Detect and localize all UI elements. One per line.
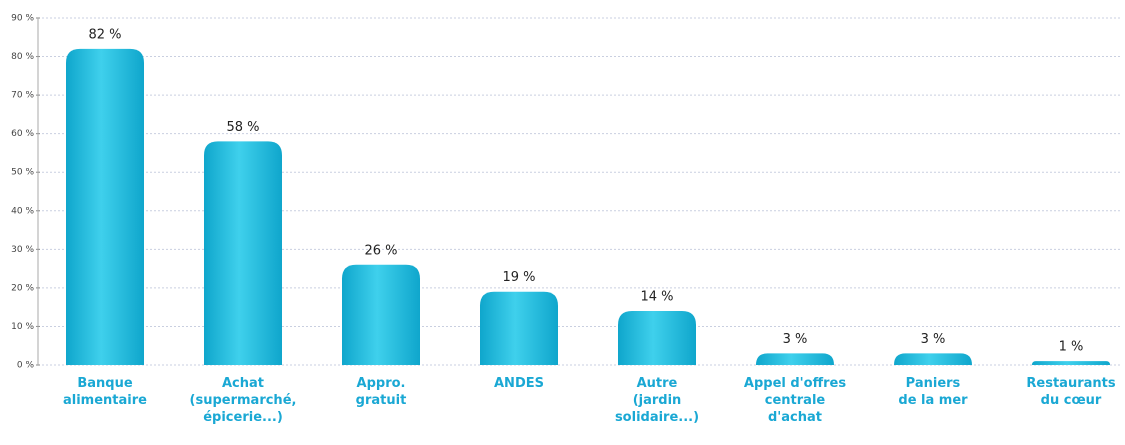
x-tick-label: Paniers de la mer	[898, 376, 968, 408]
bar	[204, 141, 282, 365]
x-tick-label: Appel d'offres centrale d'achat	[743, 376, 847, 425]
bar	[480, 291, 558, 365]
y-tick-label: 60 %	[11, 129, 34, 139]
y-tick-label: 40 %	[11, 206, 34, 216]
x-tick-label: Appro. gratuit	[355, 376, 407, 408]
bar	[894, 353, 972, 365]
value-label: 1 %	[1059, 340, 1084, 355]
bar	[66, 48, 144, 365]
y-tick-label: 50 %	[11, 168, 34, 178]
value-label: 82 %	[88, 27, 121, 42]
x-tick-label: Banque alimentaire	[63, 376, 147, 408]
y-tick-label: 0 %	[17, 361, 35, 371]
y-tick-label: 80 %	[11, 52, 34, 62]
value-label: 14 %	[640, 290, 673, 305]
bar	[1032, 361, 1110, 365]
y-tick-label: 20 %	[11, 283, 34, 293]
bar	[756, 353, 834, 365]
value-label: 19 %	[502, 270, 535, 285]
bar	[342, 264, 420, 365]
x-tick-label: Restaurants du cœur	[1026, 376, 1116, 408]
y-tick-label: 90 %	[11, 14, 34, 24]
x-tick-label: ANDES	[494, 376, 544, 391]
value-label: 3 %	[783, 332, 808, 347]
value-label: 58 %	[226, 120, 259, 135]
y-tick-label: 70 %	[11, 91, 34, 101]
x-tick-label: Autre (jardin solidaire...)	[614, 376, 700, 425]
y-tick-label: 30 %	[11, 245, 34, 255]
y-tick-label: 10 %	[11, 322, 34, 332]
x-tick-label: Achat (supermarché, épicerie...)	[189, 376, 297, 425]
value-label: 26 %	[364, 243, 397, 258]
value-label: 3 %	[921, 332, 946, 347]
bar	[618, 311, 696, 365]
